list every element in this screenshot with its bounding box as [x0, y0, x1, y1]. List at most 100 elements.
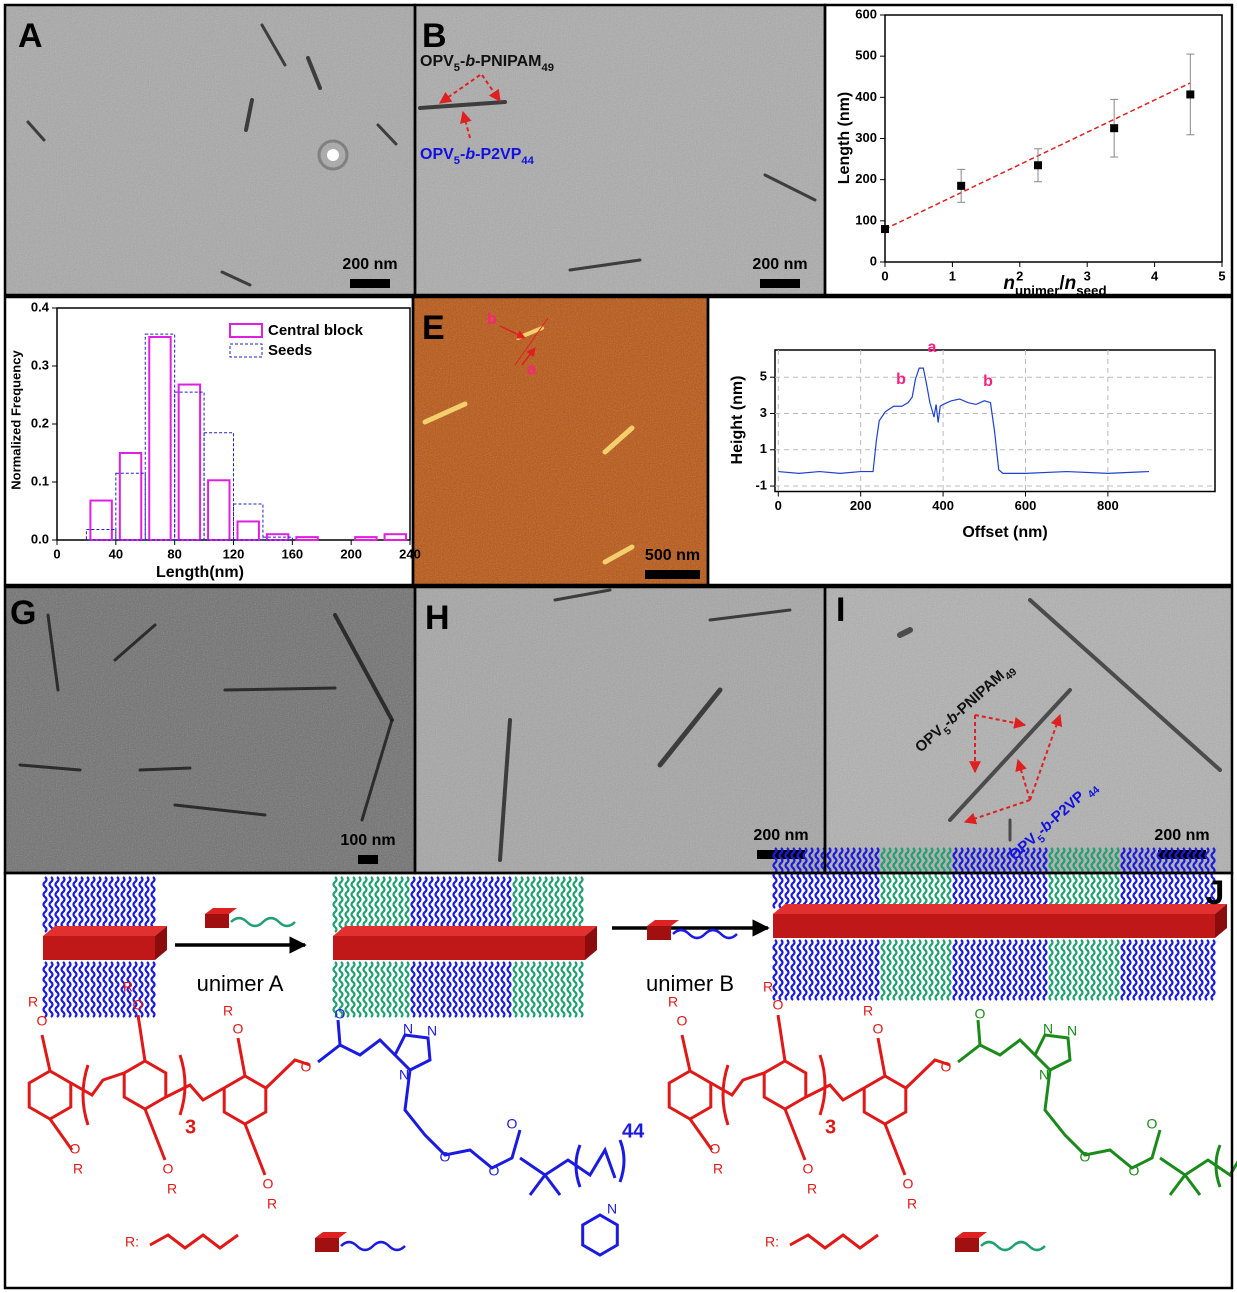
- atom-label: O: [133, 997, 144, 1013]
- legend-label: Seeds: [268, 342, 312, 359]
- polymer-chain: [772, 939, 778, 1001]
- step-label: unimer B: [646, 971, 734, 996]
- polymer-chain: [434, 876, 440, 933]
- polymer-chain: [542, 961, 548, 1018]
- polymer-chain: [1192, 847, 1198, 909]
- polymer-chain: [380, 961, 386, 1018]
- repeat-label: 44: [622, 1120, 645, 1142]
- polymer-chain: [880, 847, 886, 909]
- core-top: [43, 926, 167, 936]
- x-axis-label: Offset (nm): [962, 524, 1047, 541]
- scale-label: 200 nm: [342, 256, 397, 273]
- atom-label: O: [1129, 1163, 1140, 1179]
- ring: [762, 1059, 808, 1111]
- atom-label: O: [163, 1161, 174, 1177]
- polymer-chain: [84, 961, 90, 1018]
- scale-label: 200 nm: [1154, 827, 1209, 844]
- x-tick-label: 120: [223, 546, 245, 561]
- polymer-chain: [48, 876, 54, 933]
- polymer-chain: [1108, 847, 1114, 909]
- bond: [70, 1071, 125, 1097]
- polymer-chain: [48, 961, 54, 1018]
- nanofiber: [260, 23, 287, 67]
- atom-label: R: [763, 979, 773, 995]
- scale-label: 200 nm: [752, 256, 807, 273]
- polymer-chain: [1084, 939, 1090, 1001]
- y-axis-label: Length (nm): [836, 92, 853, 184]
- panel-border: [823, 3, 1234, 297]
- scale-bar: [645, 570, 700, 579]
- x-tick-label: 5: [1218, 268, 1225, 283]
- legend-swatch: [229, 343, 263, 358]
- x-tick-label: 160: [281, 546, 303, 561]
- nanofiber: [897, 627, 913, 638]
- bar: [236, 520, 260, 542]
- polymer-chain: [102, 876, 108, 933]
- polymer-chain: [470, 961, 476, 1018]
- nanofiber: [657, 687, 723, 768]
- polymer-chain: [928, 939, 934, 1001]
- bright-spot: [327, 149, 339, 161]
- polymer-chain: [494, 876, 500, 933]
- polymer-chain: [518, 961, 524, 1018]
- bar: [174, 391, 205, 541]
- polymer-chain: [524, 961, 530, 1018]
- polymer-chain: [404, 876, 410, 933]
- unimer-core: [205, 908, 237, 914]
- polymer-chain: [958, 939, 964, 1001]
- polymer-chain: [114, 876, 120, 933]
- polymer-chain: [446, 876, 452, 933]
- polymer-chain: [72, 876, 78, 933]
- polymer-chain: [946, 939, 952, 1001]
- atom-label: O: [873, 1021, 884, 1037]
- atom-label: R: [123, 979, 133, 995]
- polymer-chain: [1000, 939, 1006, 1001]
- atom-label: R: [267, 1196, 277, 1212]
- polymer-chain: [476, 961, 482, 1018]
- atom-label: N: [427, 1023, 437, 1039]
- y-tick-label: 0.2: [31, 415, 49, 430]
- polymer-chain: [1210, 939, 1216, 1001]
- polymer-chain: [916, 939, 922, 1001]
- polymer-chain: [362, 876, 368, 933]
- polymer-chain: [1168, 939, 1174, 1001]
- polymer-chain: [904, 847, 910, 909]
- bond: [1043, 1069, 1162, 1170]
- polymer-chain: [994, 939, 1000, 1001]
- atom-label: N: [607, 1201, 617, 1217]
- polymer-chain: [868, 939, 874, 1001]
- polymer-chain: [482, 961, 488, 1018]
- y-axis-label: Height (nm): [729, 376, 746, 465]
- micrograph-noise: [415, 5, 825, 295]
- text-part: -P2VP: [475, 146, 522, 163]
- polymer-chain: [1066, 847, 1072, 909]
- atom-label: O: [489, 1163, 500, 1179]
- bond: [904, 1058, 951, 1090]
- atom-label: R: [863, 1003, 873, 1019]
- step-label: unimer A: [197, 971, 284, 996]
- ring: [27, 1069, 73, 1121]
- polymer-chain: [512, 961, 518, 1018]
- annotation: a: [928, 339, 937, 356]
- y-tick-label: 0.1: [31, 473, 49, 488]
- polymer-chain: [964, 847, 970, 909]
- unimer-core-front: [315, 1238, 339, 1252]
- nanofiber: [568, 258, 642, 272]
- point: [1110, 124, 1119, 133]
- x-tick-label: 600: [1015, 498, 1037, 513]
- bond: [776, 1014, 787, 1062]
- polymer-chain: [1162, 847, 1168, 909]
- polymer-chain: [1096, 939, 1102, 1001]
- text-part: 5: [454, 155, 460, 167]
- polymer-chain: [844, 847, 850, 909]
- scale-label: 200 nm: [753, 827, 808, 844]
- unimer-core: [955, 1232, 987, 1238]
- x-tick-label: 4: [1151, 268, 1159, 283]
- scale-label: 500 nm: [645, 547, 700, 564]
- bond: [710, 1071, 765, 1097]
- polymer-chain: [1144, 847, 1150, 909]
- polymer-chain: [820, 939, 826, 1001]
- polymer-chain: [386, 961, 392, 1018]
- polymer-chain: [464, 876, 470, 933]
